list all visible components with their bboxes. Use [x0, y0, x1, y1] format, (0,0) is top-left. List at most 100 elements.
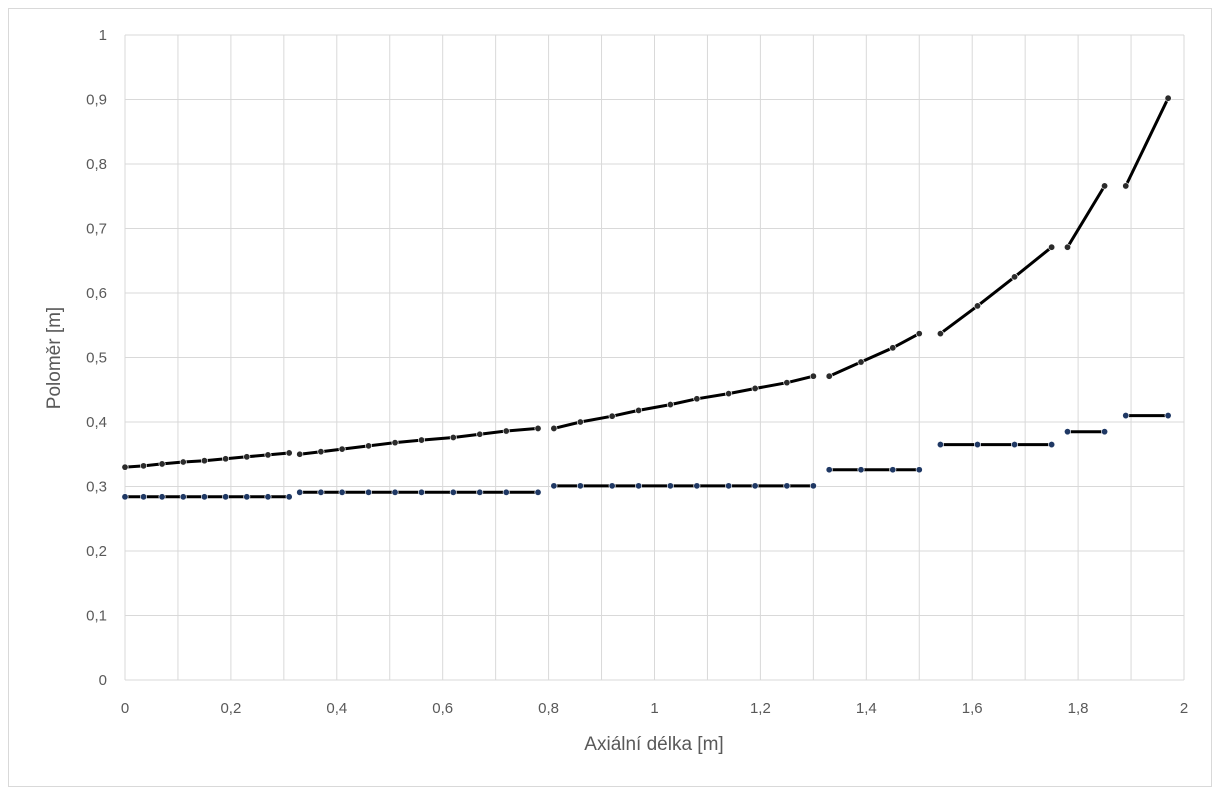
data-point: [121, 493, 129, 501]
tick-labels: 0 0,1 0,2 0,3 0,4 0,5 0,6 0,7 0,8 0,9 1 0 0,2 0,4 0,6 0…: [86, 27, 1188, 717]
data-point: [476, 488, 484, 496]
data-point: [725, 390, 733, 398]
data-point: [809, 372, 817, 380]
x-tick-label: 0,8: [538, 700, 559, 717]
data-point: [317, 448, 325, 456]
data-point: [783, 482, 791, 490]
data-point: [222, 455, 230, 463]
data-point: [200, 493, 208, 501]
data-point: [915, 330, 923, 338]
data-point: [635, 482, 643, 490]
data-point: [418, 436, 426, 444]
data-point: [608, 412, 616, 420]
series-line-segment: [938, 245, 1054, 336]
series-line-segment: [827, 332, 921, 378]
series-inner: [121, 412, 1172, 501]
data-point: [200, 457, 208, 465]
data-point: [1101, 182, 1109, 190]
data-point: [365, 442, 373, 450]
data-point: [576, 418, 584, 426]
data-point: [338, 488, 346, 496]
data-point: [1164, 412, 1172, 420]
data-point: [915, 466, 923, 474]
data-point: [666, 482, 674, 490]
plot-area: [121, 94, 1172, 501]
data-point: [391, 439, 399, 447]
data-point: [936, 441, 944, 449]
data-point: [179, 458, 187, 466]
data-point: [534, 424, 542, 432]
y-tick-label: 0,3: [86, 479, 107, 496]
data-point: [809, 482, 817, 490]
y-axis-title: Poloměr [m]: [44, 307, 65, 409]
data-point: [391, 488, 399, 496]
x-tick-label: 0,4: [326, 700, 347, 717]
series-line-segment: [1124, 96, 1170, 188]
data-point: [576, 482, 584, 490]
data-point: [693, 395, 701, 403]
data-point: [825, 372, 833, 380]
data-point: [857, 358, 865, 366]
data-point: [889, 344, 897, 352]
data-point: [783, 379, 791, 387]
series-line-segment: [298, 426, 540, 456]
y-tick-label: 0,5: [86, 350, 107, 367]
data-point: [666, 401, 674, 409]
x-tick-label: 2: [1180, 700, 1188, 717]
data-point: [1048, 243, 1056, 251]
data-point: [1064, 428, 1072, 436]
y-tick-label: 0,7: [86, 221, 107, 238]
y-tick-label: 0,8: [86, 156, 107, 173]
data-point: [296, 488, 304, 496]
data-point: [550, 482, 558, 490]
data-point: [1164, 94, 1172, 102]
y-tick-label: 0: [99, 672, 107, 689]
data-point: [973, 441, 981, 449]
data-point: [751, 384, 759, 392]
data-point: [936, 330, 944, 338]
data-point: [1048, 441, 1056, 449]
data-point: [140, 493, 148, 501]
chart-frame: [8, 8, 1212, 787]
data-point: [179, 493, 187, 501]
data-point: [502, 427, 510, 435]
data-point: [1011, 273, 1019, 281]
data-point: [285, 493, 293, 501]
data-point: [635, 406, 643, 414]
data-point: [338, 445, 346, 453]
data-point: [418, 488, 426, 496]
data-point: [608, 482, 616, 490]
data-point: [550, 424, 558, 432]
data-point: [140, 462, 148, 470]
y-tick-label: 0,6: [86, 285, 107, 302]
x-tick-label: 1,8: [1068, 700, 1089, 717]
x-tick-label: 0,2: [220, 700, 241, 717]
y-tick-label: 1: [99, 27, 107, 44]
data-point: [1101, 428, 1109, 436]
series-line-segment: [552, 374, 815, 430]
data-point: [449, 433, 457, 441]
data-point: [973, 302, 981, 310]
data-point: [296, 450, 304, 458]
data-point: [365, 488, 373, 496]
series-outer: [121, 94, 1172, 471]
x-tick-label: 0: [121, 700, 129, 717]
data-point: [158, 460, 166, 468]
x-tick-label: 1,6: [962, 700, 983, 717]
y-tick-label: 0,9: [86, 92, 107, 109]
data-point: [1011, 441, 1019, 449]
data-point: [285, 449, 293, 457]
data-point: [1064, 243, 1072, 251]
data-point: [1122, 182, 1130, 190]
data-point: [264, 493, 272, 501]
data-point: [889, 466, 897, 474]
x-tick-label: 0,6: [432, 700, 453, 717]
data-point: [725, 482, 733, 490]
data-point: [502, 488, 510, 496]
data-point: [317, 488, 325, 496]
data-point: [825, 466, 833, 474]
x-axis-title: Axiální délka [m]: [584, 734, 723, 755]
y-tick-label: 0,4: [86, 414, 107, 431]
data-point: [476, 430, 484, 438]
